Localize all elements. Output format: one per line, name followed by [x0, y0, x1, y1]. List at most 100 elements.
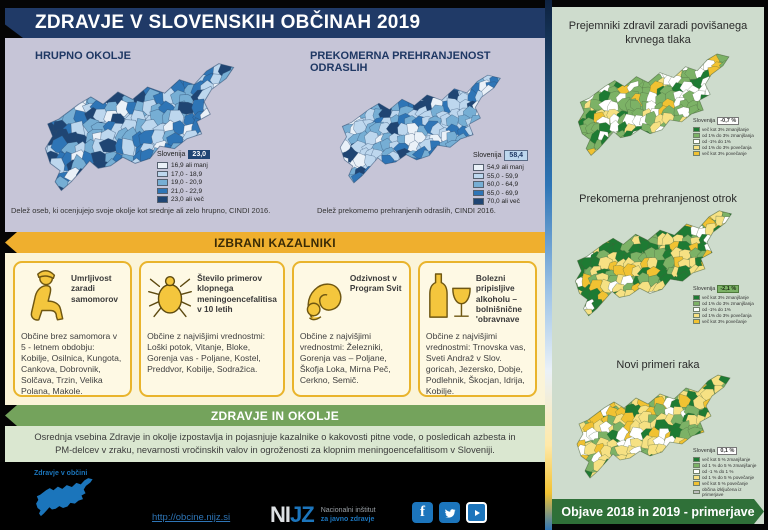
legend-chip — [693, 481, 700, 486]
website-link[interactable]: http://obcine.nijz.si — [152, 512, 231, 523]
sitting-person-icon — [30, 270, 64, 321]
legend-chip — [693, 457, 700, 462]
legend-label: od 1 % do 5 % povečanje — [702, 475, 755, 480]
indicator-tick-encephalitis: Število primerov klopnega meningoencefal… — [139, 261, 285, 397]
nijz-logo: NIJZ Nacionalni inštitut za javno zdravj… — [270, 502, 376, 528]
indicators-band-title: IZBRANI KAZALNIKI — [214, 235, 336, 250]
slovenia-value: 58,4 — [504, 150, 529, 161]
legend-chip — [693, 295, 700, 300]
legend-bloodpressure: Slovenija -0,7 % več kot 3% zmanjšanje o… — [693, 117, 754, 156]
zdravje-v-obcini-logo: Zdravje v občini — [28, 470, 108, 530]
slovenia-label: Slovenija — [157, 151, 186, 158]
youtube-icon[interactable] — [466, 502, 487, 523]
sidebar-map-cancer — [576, 374, 731, 479]
indicator-alcohol: Bolezni pripisljive alkoholu – bolnišnič… — [417, 261, 537, 397]
indicator-text: Občine brez samomora v 5 - letnem obdobj… — [21, 331, 122, 396]
sidebar-banner: Objave 2018 in 2019 - primerjave — [552, 499, 764, 524]
legend-cancer: Slovenija 0,1 % več kot 5 % zmanjšanje o… — [693, 447, 764, 497]
environment-band-title: ZDRAVJE IN OKOLJE — [210, 408, 340, 423]
legend-label: več kot 5 % zmanjšanje — [702, 457, 751, 462]
legend-chip — [473, 189, 484, 197]
indicator-title: Odzivnost v Program Svit — [349, 273, 402, 294]
legend-label: 55,0 - 59,9 — [487, 172, 519, 180]
legend-label: od 1% do 3% povečanja — [702, 145, 752, 150]
maps-section: HRUPNO OKOLJE Slovenija 23,0 16,9 ali ma… — [5, 38, 545, 232]
indicators-band: IZBRANI KAZALNIKI — [5, 232, 545, 253]
slovenia-value: 23,0 — [188, 150, 211, 159]
environment-box: Osrednja vsebina Zdravje in okolje izpos… — [5, 426, 545, 462]
legend-label: od -1% do 1% — [702, 139, 731, 144]
map-caption-noise: Delež oseb, ki ocenjujejo svoje okolje k… — [11, 206, 271, 215]
nijz-line1: Nacionalni inštitut — [320, 506, 376, 514]
map-title-noise: HRUPNO OKOLJE — [35, 50, 131, 62]
legend-chip — [693, 463, 700, 468]
slovenia-value: -2,1 % — [717, 285, 740, 293]
bending-person-icon — [306, 283, 342, 321]
footer: Zdravje v občini http://obcine.nijz.si N… — [0, 462, 552, 530]
legend-label: 65,0 - 69,9 — [487, 189, 519, 197]
legend-label: 16,9 ali manj — [171, 162, 208, 169]
legend-chip — [473, 181, 484, 188]
header-band: ZDRAVJE V SLOVENSKIH OBČINAH 2019 — [5, 8, 545, 38]
legend-label: več kot 5 % povečanje — [702, 481, 748, 486]
map-title-overweight: PREKOMERNA PREHRANJENOST ODRASLIH — [310, 50, 491, 74]
legend-label: več kot 3% povečanje — [702, 319, 747, 324]
indicators-area: Umrljivost zaradi samomorov Občine brez … — [5, 253, 545, 405]
gradient-divider — [545, 0, 552, 530]
slovenia-value: -0,7 % — [717, 117, 740, 125]
legend-label: od 1% do 3% zmanjšanja — [702, 133, 754, 138]
legend-chip — [693, 301, 700, 306]
slovenia-map-overweight — [339, 74, 502, 184]
sidebar-map-title-cancer: Novi primeri raka — [616, 359, 700, 371]
tick-icon — [148, 275, 193, 318]
indicator-svit: Odzivnost v Program Svit Občine z najviš… — [291, 261, 411, 397]
legend-label: 19,0 - 20,9 — [171, 179, 203, 186]
legend-chip — [473, 198, 484, 205]
main-column: ZDRAVJE V SLOVENSKIH OBČINAH 2019 HRUPNO… — [0, 8, 552, 530]
legend-chip — [157, 162, 168, 169]
legend-children: Slovenija -2,1 % več kot 3% zmanjšanje o… — [693, 285, 754, 324]
legend-label: 23,0 ali več — [171, 196, 204, 203]
slovenia-label: Slovenija — [473, 152, 502, 159]
indicator-text: Občine z najvišjimi vrednostmi: Železnik… — [299, 331, 391, 385]
sidebar-map-children-overweight — [574, 210, 733, 317]
social-icons: f — [412, 502, 487, 523]
legend-chip — [693, 489, 700, 495]
slovenia-label: Slovenija — [693, 448, 716, 454]
sidebar-map-bloodpressure — [577, 53, 730, 156]
bottle-glass-icon — [429, 273, 471, 318]
logo-text: Zdravje v občini — [34, 470, 88, 477]
legend-chip — [693, 127, 700, 132]
legend-chip — [157, 170, 168, 178]
legend-chip — [693, 319, 700, 324]
slovenia-label: Slovenija — [693, 118, 716, 124]
environment-text: Osrednja vsebina Zdravje in okolje izpos… — [34, 432, 516, 455]
legend-chip — [473, 172, 484, 180]
sidebar-banner-text: Objave 2018 in 2019 - primerjave — [561, 504, 755, 519]
nijz-line2: za javno zdravje — [320, 516, 375, 523]
slovenia-map-noise — [44, 63, 235, 192]
sidebar-map-title-bloodpressure: Prejemniki zdravil zaradi povišanega krv… — [568, 20, 748, 47]
legend-label: več kot 3% zmanjšanje — [702, 127, 749, 132]
legend-chip — [693, 313, 700, 318]
indicator-suicide: Umrljivost zaradi samomorov Občine brez … — [13, 261, 133, 397]
legend-label: 21,0 - 22,9 — [171, 187, 203, 195]
legend-noise: Slovenija 23,0 16,9 ali manj 17,0 - 18,9… — [157, 150, 211, 203]
legend-label: 54,9 ali manj — [487, 164, 524, 171]
nijz-abbr-ni: NI — [270, 502, 291, 527]
legend-label: od 1% do 3% povečanja — [702, 313, 752, 318]
facebook-icon[interactable]: f — [412, 502, 433, 523]
legend-label: več kot 3% povečanje — [702, 151, 747, 156]
legend-chip — [157, 179, 168, 186]
legend-label: od 1% do 3% zmanjšanja — [702, 301, 754, 306]
twitter-icon[interactable] — [439, 502, 460, 523]
legend-chip — [157, 187, 168, 195]
legend-chip — [693, 151, 700, 156]
legend-chip — [693, 475, 700, 480]
legend-label: od -1% do 1% — [702, 307, 731, 312]
legend-overweight: Slovenija 58,4 54,9 ali manj 55,0 - 59,9… — [473, 150, 529, 205]
legend-label: od 1 % do 5 % zmanjšanje — [702, 463, 757, 468]
indicator-title: Bolezni pripisljive alkoholu – bolnišnič… — [475, 273, 523, 325]
legend-label: od -1 % do 1 % — [702, 469, 734, 474]
